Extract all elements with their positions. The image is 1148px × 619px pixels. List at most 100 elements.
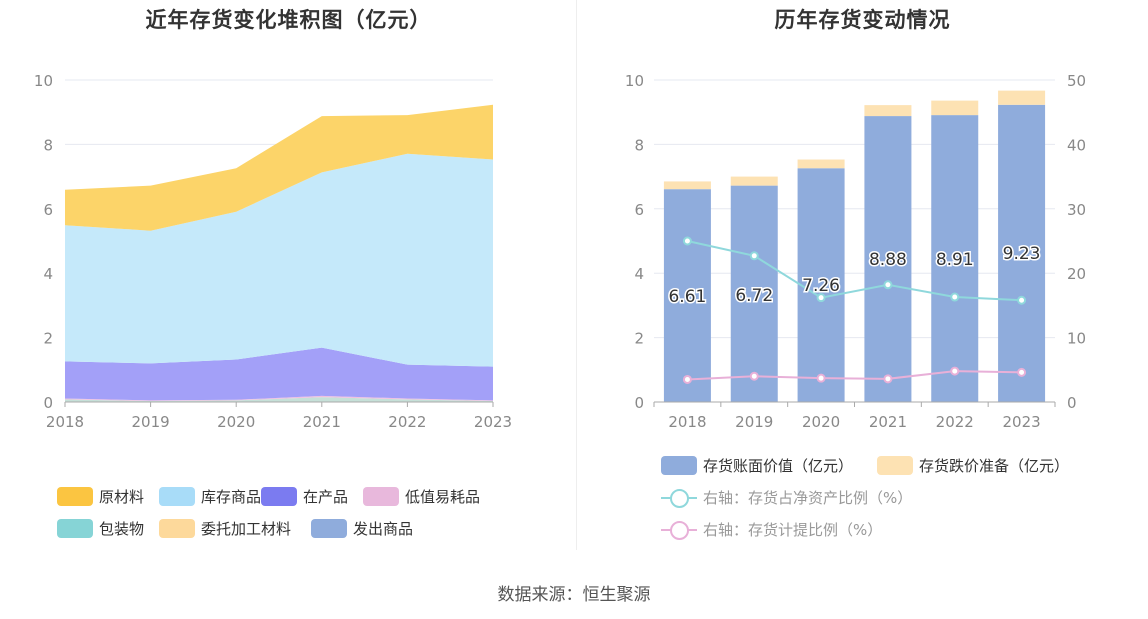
legend-item-库存商品[interactable]: 库存商品 <box>159 486 261 507</box>
legend-label: 存货跌价准备（亿元） <box>919 457 1070 475</box>
line-point <box>1017 295 1027 305</box>
legend-item-包装物[interactable]: 包装物 <box>57 518 144 539</box>
legend-swatch <box>159 519 195 538</box>
line-series-1 <box>687 370 1022 381</box>
x-tick-label: 2022 <box>936 413 974 431</box>
y-tick-label: 8 <box>634 136 644 154</box>
x-tick-label: 2018 <box>668 413 706 431</box>
bar-impairment <box>663 181 711 190</box>
bar-line-chart: 0 2 4 6 8 10 0 10 20 30 40 50 2018 2019 2020 2021 2022 20… <box>625 72 1086 431</box>
y2-tick-label: 30 <box>1067 201 1086 219</box>
y-tick-label: 0 <box>43 394 53 412</box>
bar-data-label: 6.61 <box>668 287 706 307</box>
y-tick-label: 0 <box>634 394 644 412</box>
right-chart-title: 历年存货变动情况 <box>774 8 951 32</box>
y2-tick-label: 40 <box>1067 136 1086 154</box>
legend-label: 委托加工材料 <box>201 520 292 538</box>
bar-data-label: 8.88 <box>869 250 907 270</box>
legend-swatch <box>661 520 697 540</box>
legend-label: 发出商品 <box>353 520 414 538</box>
legend-swatch <box>363 487 399 506</box>
legend-swatch <box>661 488 697 508</box>
y-tick-label: 8 <box>43 136 53 154</box>
legend-label: 存货账面价值（亿元） <box>703 457 854 475</box>
data-source: 数据来源：恒生聚源 <box>497 585 651 605</box>
bar-impairment <box>931 100 979 116</box>
x-tick-label: 2018 <box>46 413 84 431</box>
legend-label: 右轴：存货计提比例（%） <box>703 521 883 539</box>
bar-book-value <box>998 104 1046 402</box>
bar-data-label: 7.26 <box>802 276 840 296</box>
line-point <box>749 371 759 381</box>
y-tick-label: 4 <box>634 265 644 283</box>
bar-book-value <box>797 168 845 402</box>
y-tick-label: 6 <box>634 201 644 219</box>
y-tick-label: 4 <box>43 265 53 283</box>
line-point <box>883 374 893 384</box>
line-point <box>682 374 692 384</box>
legend-item-低值易耗品[interactable]: 低值易耗品 <box>363 486 480 507</box>
legend-item-发出商品[interactable]: 发出商品 <box>311 518 413 539</box>
x-tick-label: 2023 <box>474 413 512 431</box>
line-point <box>883 280 893 290</box>
bar-impairment <box>998 90 1046 105</box>
bar-data-label: 6.72 <box>735 286 773 306</box>
legend-label: 右轴：存货占净资产比例（%） <box>703 489 913 507</box>
legend-swatch <box>261 487 297 506</box>
legend-item-原材料[interactable]: 原材料 <box>57 486 144 507</box>
bar-book-value <box>663 189 711 402</box>
legend-label: 原材料 <box>99 488 145 506</box>
stacked-area-chart: 0 2 4 6 8 10 2018 2019 2020 2021 2022 2023 <box>34 72 512 431</box>
legend-label: 低值易耗品 <box>405 488 481 506</box>
bar-data-label: 8.91 <box>936 250 974 270</box>
area-库存商品 <box>65 153 493 367</box>
y2-tick-label: 20 <box>1067 265 1086 283</box>
legend-label: 包装物 <box>99 520 145 538</box>
x-tick-label: 2021 <box>303 413 341 431</box>
x-tick-label: 2019 <box>735 413 773 431</box>
panel-divider <box>576 0 577 550</box>
bar-book-value <box>931 115 979 403</box>
x-tick-label: 2022 <box>388 413 426 431</box>
bar-line-chart-panel: 历年存货变动情况 0 2 4 6 8 10 0 10 20 30 40 50 2018 2019 2020 2… <box>577 0 1148 550</box>
legend-swatch <box>661 456 697 475</box>
line-point <box>950 292 960 302</box>
line-point <box>816 293 826 303</box>
bar-data-label: 9.23 <box>1003 244 1041 264</box>
legend-swatch <box>311 519 347 538</box>
left-chart-title: 近年存货变化堆积图（亿元） <box>145 8 432 32</box>
x-tick-label: 2020 <box>217 413 255 431</box>
stacked-area-chart-panel: 近年存货变化堆积图（亿元） 0 2 4 6 8 10 2018 2019 2020 2021 202… <box>0 0 577 550</box>
x-tick-label: 2021 <box>869 413 907 431</box>
bar-book-value <box>864 116 912 403</box>
line-point <box>682 236 692 246</box>
bar-impairment <box>797 159 845 169</box>
y2-tick-label: 50 <box>1067 72 1086 90</box>
y-tick-label: 2 <box>43 330 53 348</box>
y2-tick-label: 10 <box>1067 330 1086 348</box>
legend-label: 在产品 <box>303 488 349 506</box>
x-tick-label: 2023 <box>1002 413 1040 431</box>
area-在产品 <box>65 347 493 401</box>
legend-swatch <box>159 487 195 506</box>
legend-item-右轴：存货占净资产比例（%）[interactable]: 右轴：存货占净资产比例（%） <box>661 487 912 508</box>
y-tick-label: 10 <box>34 72 53 90</box>
bar-impairment <box>730 176 778 186</box>
area-低值易耗品 <box>65 395 493 402</box>
y2-tick-label: 0 <box>1067 394 1077 412</box>
line-point <box>950 366 960 376</box>
legend-swatch <box>57 519 93 538</box>
legend-marker <box>670 520 689 540</box>
legend-marker <box>670 488 689 508</box>
legend-item-右轴：存货计提比例（%）[interactable]: 右轴：存货计提比例（%） <box>661 519 882 540</box>
bar-impairment <box>864 105 912 117</box>
legend-item-存货账面价值（亿元）[interactable]: 存货账面价值（亿元） <box>661 455 853 476</box>
legend-item-在产品[interactable]: 在产品 <box>261 486 348 507</box>
line-point <box>749 251 759 261</box>
legend-swatch <box>877 456 913 475</box>
x-tick-label: 2019 <box>132 413 170 431</box>
area-包装物 <box>65 397 493 402</box>
y-tick-label: 10 <box>625 72 644 90</box>
legend-item-存货跌价准备（亿元）[interactable]: 存货跌价准备（亿元） <box>877 455 1069 476</box>
legend-item-委托加工材料[interactable]: 委托加工材料 <box>159 518 291 539</box>
